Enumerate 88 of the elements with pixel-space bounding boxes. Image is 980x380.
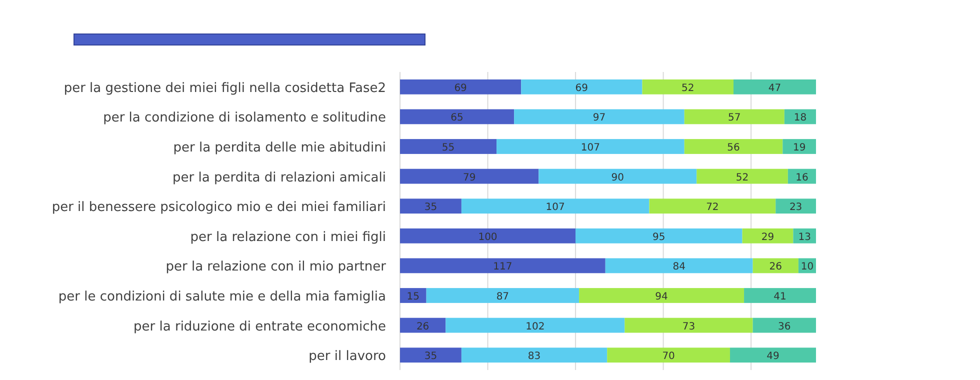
bar: [496, 139, 684, 154]
data-label: 90: [611, 172, 624, 184]
y-tick-label: per la perdita delle mie abitudini: [173, 140, 386, 156]
data-label: 52: [736, 172, 749, 184]
bar: [649, 198, 776, 214]
data-label: 41: [774, 292, 786, 302]
bar: [461, 348, 608, 363]
bar: [607, 348, 730, 363]
bar: [446, 318, 625, 333]
bar: [579, 288, 744, 303]
data-label: 95: [652, 232, 666, 243]
bar: [400, 258, 606, 274]
data-label: 56: [727, 142, 740, 154]
data-label: 29: [761, 232, 774, 243]
data-label: 36: [778, 321, 791, 332]
data-label: 18: [794, 112, 807, 124]
bar: [400, 348, 462, 363]
data-label: 107: [546, 202, 565, 214]
data-label: 26: [416, 321, 430, 332]
bar: [744, 288, 816, 303]
y-tick-label: per la perdita di relazioni amicali: [172, 170, 386, 186]
data-label: 55: [442, 142, 455, 154]
data-label: 13: [798, 232, 811, 243]
data-label: 49: [766, 351, 780, 362]
y-tick-label: per la relazione con i miei figli: [190, 230, 386, 245]
data-label: 73: [682, 321, 696, 332]
data-label: 94: [655, 292, 668, 302]
bar: [400, 228, 576, 244]
data-label: 35: [424, 351, 438, 362]
bar: [400, 79, 522, 94]
bar: [642, 79, 734, 94]
bar: [576, 228, 742, 244]
data-label: 65: [450, 112, 464, 124]
bar: [730, 348, 816, 363]
bar: [742, 228, 794, 244]
data-label: 79: [462, 172, 476, 184]
bar: [400, 168, 539, 184]
bar: [684, 139, 783, 154]
bar: [400, 198, 462, 214]
data-label: 19: [792, 142, 806, 154]
bar: [788, 168, 816, 184]
bar: [776, 198, 816, 214]
bar: [514, 109, 684, 124]
y-tick-label: per il lavoro: [308, 349, 386, 364]
bar: [684, 109, 784, 124]
data-label: 69: [575, 82, 588, 94]
bar: [696, 168, 788, 184]
data-label: 70: [662, 351, 675, 362]
y-tick-label: per la riduzione di entrate economiche: [134, 319, 386, 334]
y-tick-label: per la condizione di isolamento e solitudine: [103, 110, 386, 126]
bar: [400, 288, 426, 303]
data-label: 26: [769, 262, 782, 273]
bar: [521, 79, 642, 94]
data-label: 100: [478, 232, 498, 243]
bar: [752, 318, 816, 333]
data-label: 117: [493, 262, 512, 273]
data-label: 107: [580, 142, 600, 154]
data-label: 102: [526, 321, 545, 332]
data-label: 84: [672, 262, 686, 273]
bar: [752, 258, 798, 274]
bar: [782, 139, 816, 154]
data-label: 16: [796, 172, 808, 184]
data-label: 83: [528, 351, 541, 362]
bar: [734, 79, 816, 94]
data-label: 35: [424, 202, 438, 214]
data-label: 15: [406, 292, 420, 302]
y-tick-label: per la gestione dei miei figli nella cosidetta Fase2: [64, 80, 386, 96]
bar: [400, 318, 446, 333]
data-label: 10: [800, 262, 814, 273]
data-label: 23: [789, 202, 802, 214]
data-label: 69: [454, 82, 467, 94]
data-label: 52: [682, 82, 694, 94]
bar: [400, 109, 514, 124]
bar: [538, 168, 697, 184]
bar: [400, 139, 497, 154]
bar: [605, 258, 753, 274]
data-label: 72: [706, 202, 719, 214]
data-label: 97: [592, 112, 606, 124]
bar: [624, 318, 753, 333]
y-tick-label: per la relazione con il mio partner: [166, 260, 387, 275]
data-label: 87: [496, 292, 510, 302]
bar: [461, 198, 650, 214]
data-label: 57: [728, 112, 741, 124]
y-tick-label: per il benessere psicologico mio e dei miei familiari: [52, 200, 386, 216]
bar: [426, 288, 580, 303]
bar: [793, 228, 816, 244]
data-label: 47: [768, 82, 782, 94]
y-tick-label: per le condizioni di salute mie e della mia famiglia: [58, 290, 386, 304]
